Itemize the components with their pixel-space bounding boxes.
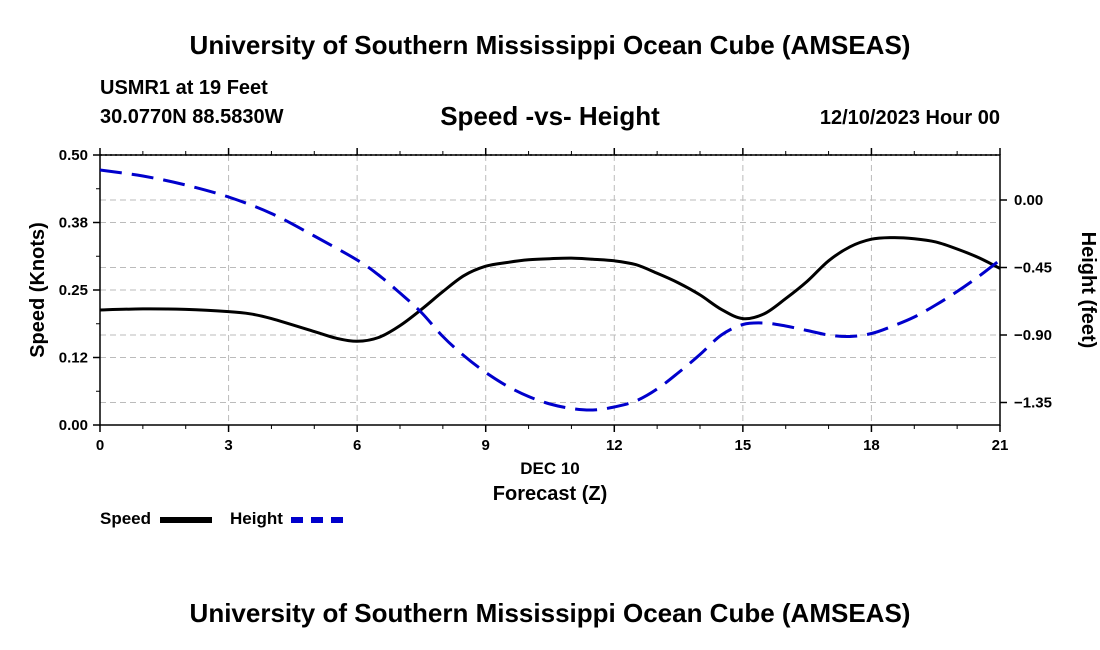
forecast-datetime: 12/10/2023 Hour 00 bbox=[819, 107, 1000, 129]
x-tick-label: 15 bbox=[735, 437, 752, 454]
station-coordinates: 30.0770N 88.5830W bbox=[100, 106, 284, 128]
series-line-height bbox=[99, 168, 1001, 412]
tick-labels: 0 3 6 9 12 15 18 21 0.00 0.12 0.25 0.38 0.50 0.00 −0.4… bbox=[59, 147, 1052, 454]
x-tick-label: 12 bbox=[606, 437, 623, 454]
series-line-speed bbox=[99, 236, 1001, 343]
y-tick-label: 0.38 bbox=[59, 215, 88, 232]
series bbox=[99, 168, 1001, 412]
x-tick-label: 6 bbox=[353, 437, 361, 454]
legend-speed-swatch bbox=[160, 517, 212, 523]
y-tick-label: 0.00 bbox=[59, 417, 88, 434]
x-tick-label: 9 bbox=[482, 437, 490, 454]
x-tick-label: 21 bbox=[992, 437, 1009, 454]
y-tick-label: 0.50 bbox=[59, 147, 88, 164]
x-tick-label: 0 bbox=[96, 437, 104, 454]
x-tick-label: 18 bbox=[863, 437, 880, 454]
station-label: USMR1 at 19 Feet bbox=[100, 77, 268, 99]
legend-height-label: Height bbox=[230, 509, 283, 528]
x-tick-label: 3 bbox=[224, 437, 232, 454]
y2-tick-label: −0.45 bbox=[1014, 260, 1052, 277]
x-axis-date-label: DEC 10 bbox=[520, 459, 580, 478]
grid bbox=[100, 154, 1000, 425]
y2-axis-label: Height (feet) bbox=[1077, 232, 1099, 349]
ticks bbox=[93, 148, 1007, 432]
legend-speed-label: Speed bbox=[100, 509, 152, 528]
footer-title: University of Southern Mississippi Ocean… bbox=[189, 598, 911, 628]
main-title: University of Southern Mississippi Ocean… bbox=[189, 30, 911, 60]
chart-subtitle: Speed -vs- Height bbox=[440, 101, 660, 131]
legend-height-swatch bbox=[291, 517, 343, 523]
y2-tick-label: −0.90 bbox=[1014, 327, 1052, 344]
y-axis-label: Speed (Knots) bbox=[27, 222, 49, 358]
y2-tick-label: 0.00 bbox=[1014, 192, 1043, 209]
y-tick-label: 0.12 bbox=[59, 350, 88, 367]
y2-tick-label: −1.35 bbox=[1014, 395, 1052, 412]
x-axis-label: Forecast (Z) bbox=[493, 483, 607, 505]
y-tick-label: 0.25 bbox=[59, 282, 88, 299]
